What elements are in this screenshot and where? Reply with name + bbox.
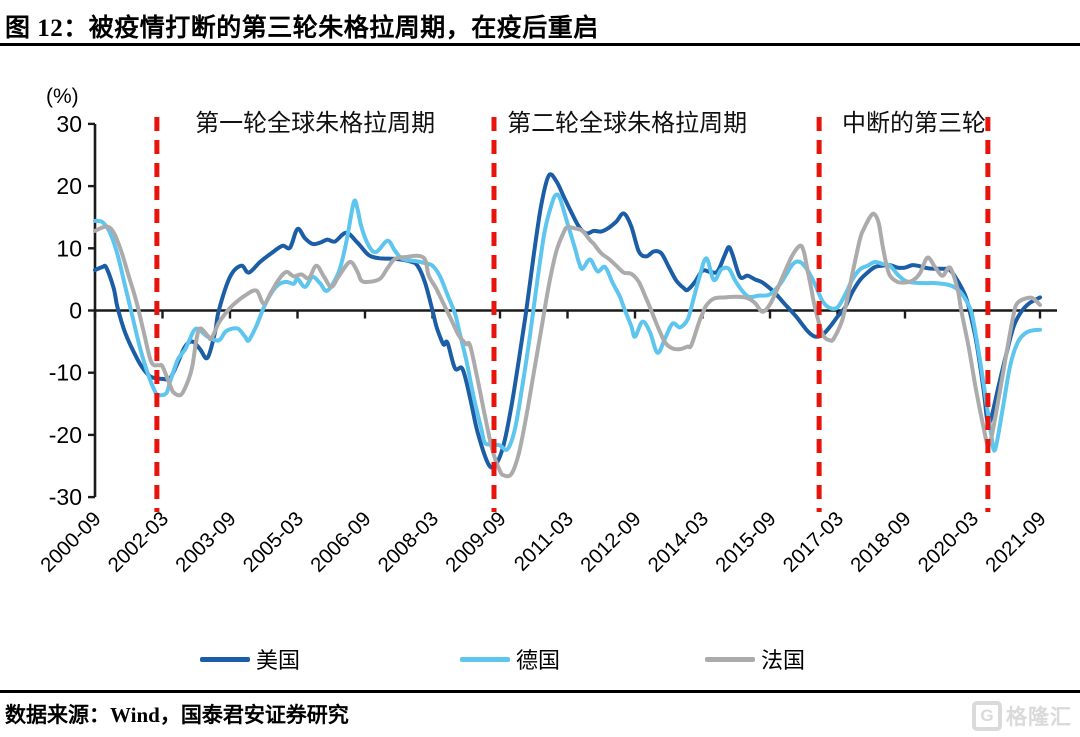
legend-label: 法国 <box>761 648 806 673</box>
y-tick-label: -10 <box>49 360 82 386</box>
chart-legend: 美国 德国 法国 <box>0 644 1080 674</box>
cycle-annotation: 中断的第三轮 <box>842 110 986 137</box>
cycle-annotation: 第一轮全球朱格拉周期 <box>195 110 435 137</box>
series-line-france <box>93 211 1042 479</box>
y-tick-label: 30 <box>56 111 82 137</box>
y-tick-label: -30 <box>49 484 82 510</box>
legend-item-us: 美国 <box>200 644 300 674</box>
x-tick-label: 2008-03 <box>374 507 443 576</box>
legend-label: 美国 <box>256 648 301 673</box>
figure-title: 图 12：被疫情打断的第三轮朱格拉周期，在疫后重启 <box>5 15 599 42</box>
y-axis-unit-label: (%) <box>46 85 79 108</box>
x-tick-label: 2009-09 <box>441 507 510 576</box>
y-tick-label: 20 <box>56 173 82 199</box>
x-tick-label: 2014-03 <box>644 507 713 576</box>
title-divider <box>0 43 1080 46</box>
legend-line-swatch <box>460 656 510 662</box>
legend-label: 德国 <box>516 648 561 673</box>
gelonghui-logo-text: 格隆汇 <box>1006 706 1072 729</box>
data-source-note: 数据来源：Wind，国泰君安证券研究 <box>5 703 349 727</box>
x-tick-label: 2000-09 <box>36 507 105 576</box>
legend-item-france: 法国 <box>705 644 805 674</box>
series-line-germany <box>93 192 1042 453</box>
juglar-cycle-line-chart: 30 20 10 0 -10 -20 -30 (%) 2000-092002-032003-09… <box>36 85 1057 577</box>
y-tick-label: 10 <box>56 235 82 261</box>
legend-item-germany: 德国 <box>460 644 560 674</box>
x-tick-label: 2020-03 <box>914 507 983 576</box>
y-tick-label: 0 <box>69 298 82 324</box>
x-tick-label: 2017-03 <box>779 507 848 576</box>
x-tick-label: 2006-09 <box>306 507 375 576</box>
x-tick-label: 2018-09 <box>846 507 915 576</box>
y-tick-label: -20 <box>49 422 82 448</box>
x-tick-label: 2012-09 <box>576 507 645 576</box>
x-tick-label: 2015-09 <box>711 507 780 576</box>
legend-line-swatch <box>705 656 755 662</box>
x-tick-label: 2003-09 <box>171 507 240 576</box>
gelonghui-logo-icon: G <box>972 701 1002 731</box>
x-tick-label: 2002-03 <box>104 507 173 576</box>
gelonghui-watermark: G 格隆汇 <box>972 701 1072 731</box>
legend-line-swatch <box>200 656 250 662</box>
x-tick-label: 2011-03 <box>510 507 578 575</box>
x-tick-label: 2005-03 <box>239 507 308 576</box>
x-tick-label: 2021-09 <box>981 507 1050 576</box>
series-line-us <box>93 172 1042 470</box>
footer-divider <box>0 690 1080 693</box>
cycle-annotation: 第二轮全球朱格拉周期 <box>507 110 747 137</box>
